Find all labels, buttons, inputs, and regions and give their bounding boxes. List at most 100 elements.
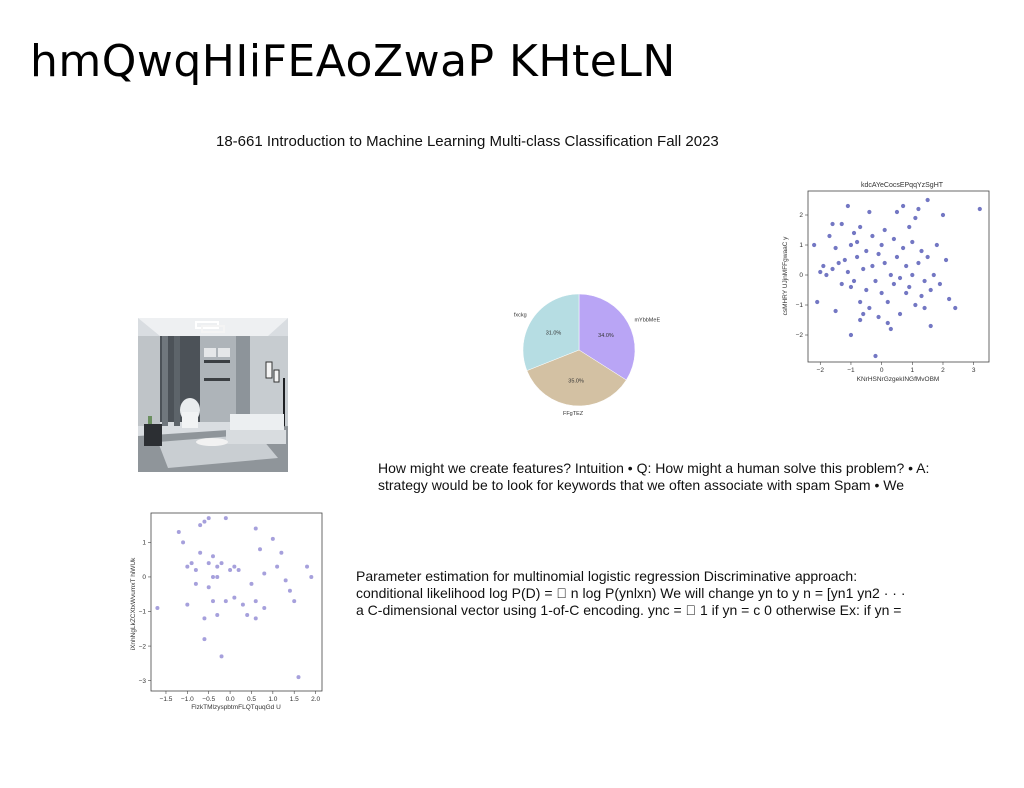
scatter-point: [848, 332, 854, 338]
scatter-point: [870, 233, 875, 239]
scatter-point: [894, 209, 900, 215]
scatter-point: [275, 564, 280, 569]
y-tick-label: 2: [799, 212, 803, 219]
scatter-point: [882, 227, 887, 233]
scatter1-frame: [807, 190, 990, 363]
scatter-point: [296, 675, 301, 680]
living-room-photo: [138, 318, 288, 472]
scatter-point: [943, 257, 949, 263]
slide-title: hmQwqHIiFEAoZwaP KHteLN: [30, 36, 676, 87]
scatter-point: [922, 278, 927, 284]
scatter-point: [864, 287, 869, 293]
pie-category-label: mYbbMeE: [634, 318, 660, 324]
pie-percent-label: 31.0%: [546, 331, 562, 337]
scatter1-title: kdcAYeCocsEPqqYzSgHT: [861, 182, 944, 189]
x-tick-label: 0.5: [247, 696, 256, 703]
scatter-point: [931, 272, 936, 278]
scatter-point: [818, 269, 823, 275]
scatter-point: [901, 245, 906, 251]
scatter-point: [202, 616, 207, 621]
scatter-point: [185, 564, 190, 569]
x-tick-label: 2.0: [311, 696, 320, 703]
scatter-point: [919, 293, 924, 299]
scatter-point: [916, 206, 921, 212]
scatter-point: [223, 599, 228, 604]
pie-category-label: FFgTEZ: [563, 411, 584, 417]
scatter-point: [830, 266, 835, 272]
scatter-point: [193, 581, 198, 586]
scatter-point: [202, 637, 207, 642]
scatter-point: [821, 263, 826, 269]
scatter-point: [879, 290, 884, 296]
scatter-point: [279, 550, 284, 555]
scatter-point: [305, 564, 310, 569]
scatter-point: [925, 254, 930, 260]
y-tick-label: 1: [799, 242, 803, 249]
scatter-point: [253, 616, 258, 621]
scatter-point: [215, 612, 220, 617]
scatter-point: [845, 203, 850, 209]
scatter-point: [913, 215, 918, 221]
scatter-point: [907, 284, 912, 290]
scatter-point: [854, 239, 860, 245]
y-tick-label: −1: [139, 609, 147, 616]
scatter-point: [879, 242, 884, 248]
pie-percent-label: 35.0%: [568, 379, 584, 385]
scatter-point: [873, 353, 878, 359]
pie-percent-label: 34.0%: [598, 333, 614, 339]
pie-slice: [578, 293, 636, 381]
y-tick-label: −1: [796, 302, 804, 309]
scatter-point: [919, 248, 924, 254]
scatter-point: [873, 278, 878, 284]
scatter-point: [812, 242, 817, 248]
scatter-point: [262, 571, 267, 576]
scatter-point: [897, 311, 903, 317]
scatter-point: [210, 599, 215, 604]
text-block-features: How might we create features? Intuition …: [378, 460, 1018, 494]
x-tick-label: 1: [910, 367, 914, 374]
scatter-point: [815, 299, 820, 305]
scatter-point: [848, 284, 854, 290]
scatter-point: [309, 574, 314, 579]
scatter-point: [904, 263, 909, 269]
scatter-point: [836, 260, 841, 266]
scatter-point: [833, 308, 838, 314]
y-tick-label: 0: [799, 272, 803, 279]
scatter-point: [827, 233, 832, 239]
scatter-point: [258, 547, 263, 552]
scatter-point: [876, 251, 881, 257]
living-room-illustration: [138, 318, 288, 472]
scatter-point: [249, 581, 254, 586]
y-tick-label: 1: [142, 540, 146, 547]
scatter-point: [904, 290, 909, 296]
x-tick-label: 0.0: [226, 696, 235, 703]
scatter-point: [848, 242, 854, 248]
pie-slice: [522, 293, 580, 371]
scatter-point: [897, 275, 903, 281]
scatter-point: [876, 314, 881, 320]
scatter-point: [864, 248, 869, 254]
x-tick-label: 2: [941, 367, 945, 374]
scatter-point: [219, 561, 224, 566]
scatter-point: [953, 305, 958, 311]
scatter-point: [977, 206, 982, 212]
scatter-point: [888, 326, 893, 332]
scatter2-frame: [150, 512, 323, 692]
x-tick-label: −1.5: [160, 696, 173, 703]
scatter-point: [270, 536, 275, 541]
scatter-point: [858, 299, 863, 305]
x-tick-label: −1.0: [181, 696, 194, 703]
scatter-point: [839, 281, 844, 287]
y-tick-label: −2: [796, 332, 804, 339]
scatter-point: [925, 197, 930, 203]
scatter-point: [947, 296, 952, 302]
scatter-point: [215, 574, 220, 579]
x-tick-label: 1.0: [268, 696, 277, 703]
scatter2-xlabel: FlzkTMlzyspbtmFLQTquqGd U: [191, 704, 281, 711]
scatter-point: [882, 260, 887, 266]
scatter-point: [232, 595, 237, 600]
scatter-point: [934, 242, 939, 248]
text-line: strategy would be to look for keywords t…: [378, 477, 905, 493]
scatter-point: [824, 272, 829, 278]
scatter-point: [867, 209, 872, 215]
